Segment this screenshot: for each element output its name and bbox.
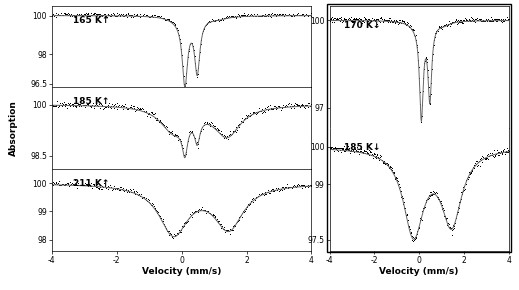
X-axis label: Velocity (mm/s): Velocity (mm/s) — [142, 267, 221, 276]
X-axis label: Velocity (mm/s): Velocity (mm/s) — [379, 267, 459, 276]
Text: 211 K↑: 211 K↑ — [73, 179, 109, 188]
Text: 185 K↓: 185 K↓ — [344, 143, 380, 152]
Text: 165 K↑: 165 K↑ — [73, 16, 109, 25]
Text: 185 K↑: 185 K↑ — [73, 97, 109, 106]
Text: Absorption: Absorption — [8, 100, 18, 156]
Text: 170 K↓: 170 K↓ — [344, 21, 380, 30]
